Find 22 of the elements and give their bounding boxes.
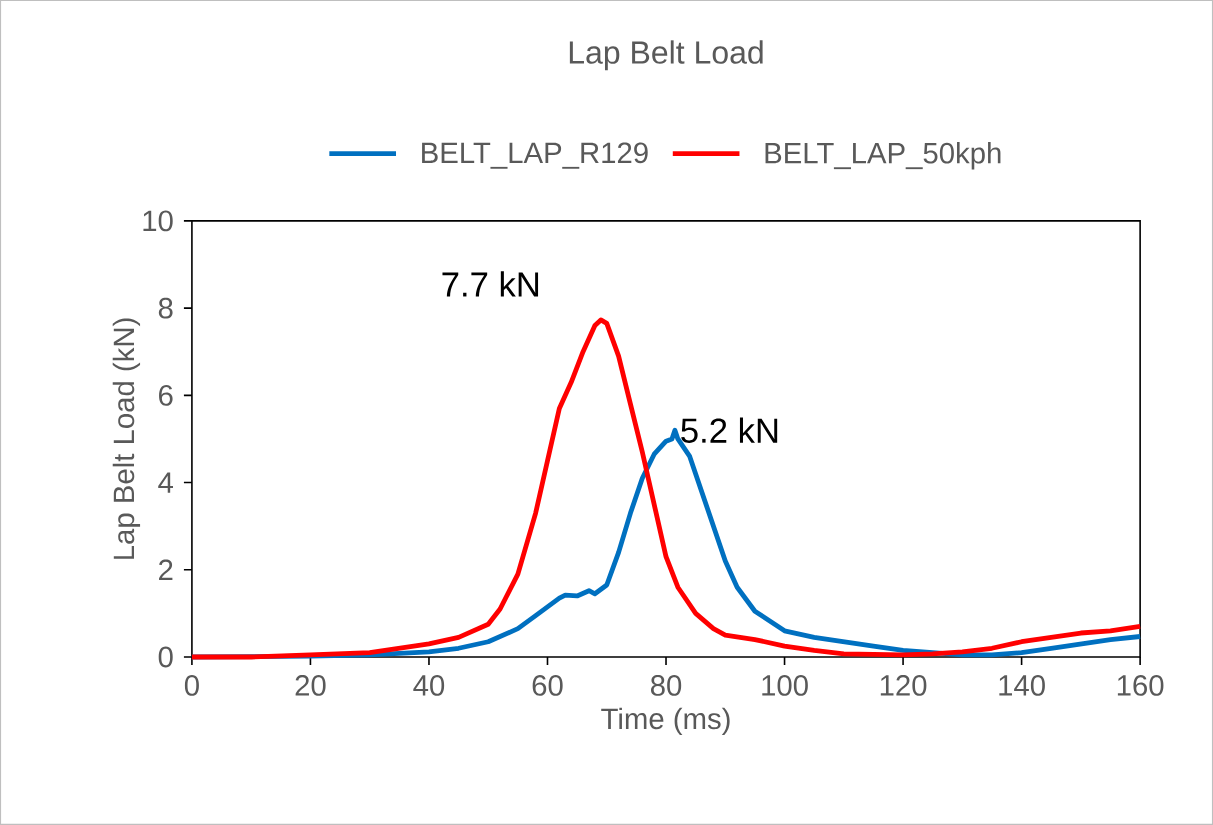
- x-tick-label: 160: [1117, 675, 1164, 696]
- y-tick-label: 8: [158, 297, 173, 319]
- x-tick-label: 20: [295, 675, 326, 696]
- y-tick-label: 2: [159, 559, 173, 581]
- x-tick-label: 100: [762, 675, 808, 696]
- legend-label: BELT_LAP_R129: [422, 142, 648, 169]
- x-tick-label: 40: [413, 675, 445, 696]
- y-tick-label: 4: [158, 472, 174, 493]
- y-tick-label: 0: [158, 646, 173, 668]
- annotation: 5.2 kN: [681, 417, 778, 444]
- x-tick-label: 120: [880, 675, 927, 696]
- chart-title: Lap Belt Load: [569, 40, 763, 71]
- x-tick-label: 140: [999, 675, 1045, 696]
- x-axis-title: Time (ms): [601, 707, 730, 736]
- x-tick-label: 0: [184, 675, 199, 696]
- y-axis-title: Lap Belt Load (kN): [112, 318, 141, 559]
- y-tick-label: 6: [159, 385, 173, 406]
- x-tick-label: 60: [532, 675, 563, 696]
- x-tick-label: 80: [650, 675, 682, 696]
- legend-label: BELT_LAP_50kph: [765, 142, 1001, 170]
- y-tick-label: 10: [143, 210, 173, 232]
- annotation: 7.7 kN: [442, 271, 539, 297]
